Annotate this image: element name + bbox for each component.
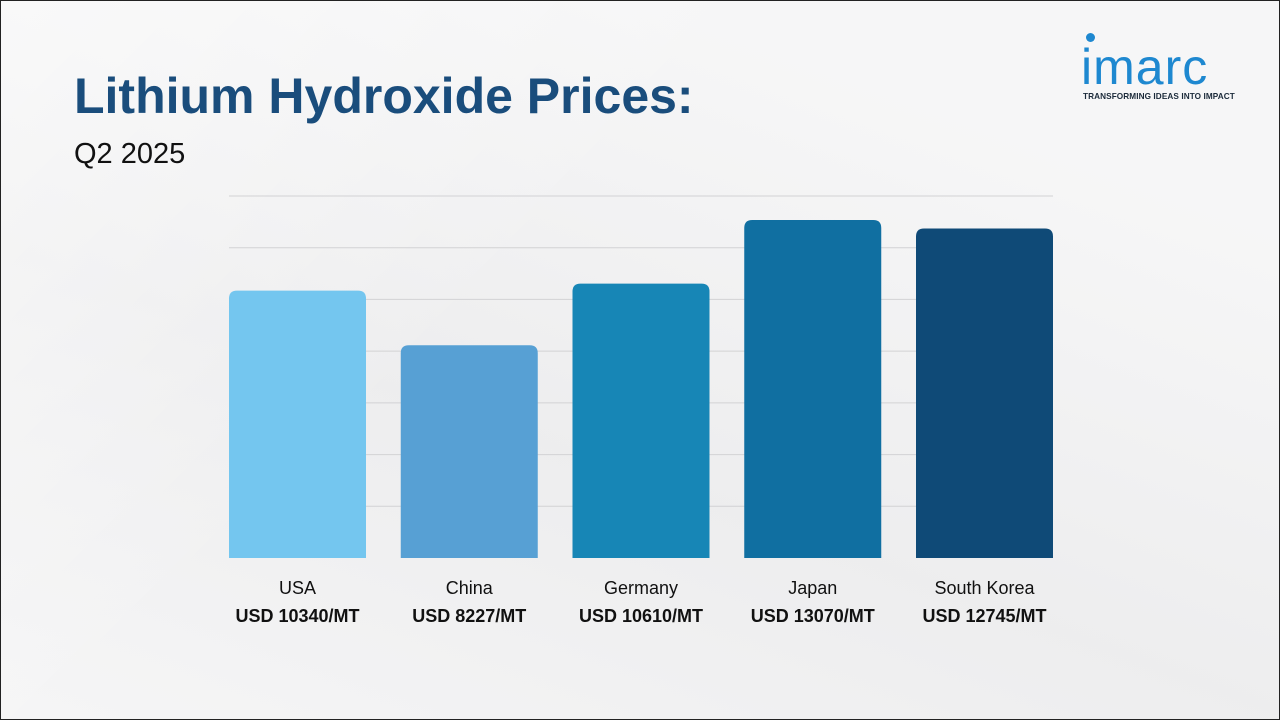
logo-dot-icon	[1086, 33, 1095, 42]
category-label: Japan	[788, 578, 837, 598]
value-label: USD 10340/MT	[235, 606, 359, 626]
bar-usa	[229, 290, 366, 558]
chart-title: Lithium Hydroxide Prices:	[74, 68, 694, 124]
bar-japan	[744, 220, 882, 558]
category-label: South Korea	[934, 578, 1035, 598]
value-label: USD 8227/MT	[412, 606, 526, 626]
bar-south-korea	[916, 228, 1053, 558]
bar-germany	[572, 283, 710, 558]
bars	[229, 220, 1053, 558]
imarc-logo: imarc TRANSFORMING IDEAS INTO IMPACT	[1081, 31, 1251, 106]
value-label: USD 10610/MT	[579, 606, 703, 626]
category-label: USA	[279, 578, 316, 598]
value-label: USD 12745/MT	[922, 606, 1046, 626]
category-labels: USA USD 10340/MT China USD 8227/MT Germany US…	[235, 578, 1046, 626]
logo-wordmark: imarc	[1081, 39, 1209, 95]
logo-tagline: TRANSFORMING IDEAS INTO IMPACT	[1083, 92, 1235, 101]
bar-china	[400, 345, 538, 558]
category-label: China	[446, 578, 494, 598]
category-label: Germany	[604, 578, 678, 598]
chart-subtitle: Q2 2025	[74, 138, 186, 170]
value-label: USD 13070/MT	[751, 606, 875, 626]
